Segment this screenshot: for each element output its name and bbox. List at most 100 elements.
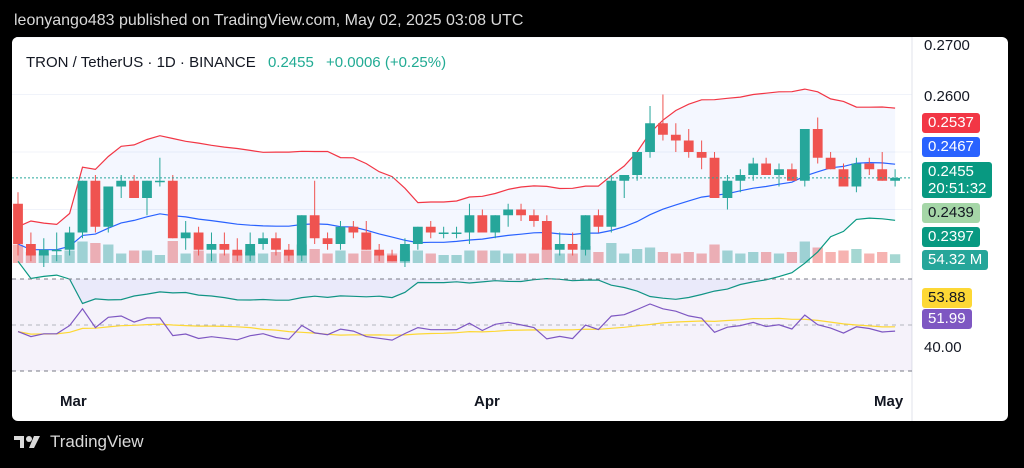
bb-lower-label: 0.2397: [922, 227, 980, 247]
volume-bar: [477, 250, 488, 263]
candle-body: [825, 157, 836, 170]
volume-bar: [270, 252, 282, 263]
symbol-name: TRON / TetherUS · 1D · BINANCE: [26, 54, 256, 71]
volume-bar: [696, 253, 707, 263]
volume-bar: [348, 253, 359, 263]
candle-body: [451, 232, 462, 234]
candle-body: [658, 123, 668, 135]
volume-bar: [438, 255, 449, 263]
candle-body: [541, 221, 552, 250]
candle-body: [283, 249, 294, 256]
volume-bar: [619, 253, 630, 263]
volume-bar: [670, 253, 681, 263]
volume-bar: [644, 247, 656, 263]
bollinger-lower-line: [17, 217, 896, 305]
volume-bar: [193, 250, 204, 263]
volume-bar: [812, 247, 823, 263]
candle-body: [645, 123, 655, 152]
candle-body: [748, 163, 759, 175]
candle-body: [412, 226, 423, 244]
symbol-legend: TRON / TetherUS · 1D · BINANCE 0.2455 +0…: [26, 54, 446, 71]
candle-body: [25, 244, 36, 256]
candle-body: [774, 169, 784, 175]
volume-bar: [657, 252, 669, 263]
volume-bar: [593, 252, 604, 263]
candle-body: [877, 169, 888, 181]
candle-body: [580, 215, 591, 250]
volume-bar: [309, 249, 320, 263]
candle-body: [709, 157, 720, 198]
candle-body: [374, 249, 385, 256]
candle-body: [13, 203, 23, 244]
volume-bar: [103, 244, 114, 263]
volume-bar: [631, 249, 643, 263]
ma-label: 0.2467: [922, 137, 980, 157]
candle-body: [309, 215, 320, 239]
publisher-header: leonyango483 published on TradingView.co…: [14, 12, 524, 29]
rsi-axis-tick: 40.00: [924, 339, 962, 356]
volume-bar: [257, 253, 269, 263]
time-axis-tick: Apr: [474, 393, 500, 410]
candle-body: [567, 244, 578, 250]
volume-bar: [515, 253, 527, 263]
volume-bar: [90, 243, 101, 263]
volume-bar: [554, 253, 565, 263]
rsi-label: 53.88: [922, 288, 972, 308]
volume-bar: [864, 253, 875, 263]
candle-body: [477, 215, 488, 233]
candle-body: [516, 209, 526, 216]
candle-body: [799, 129, 810, 181]
chart-card[interactable]: TRON / TetherUS · 1D · BINANCE 0.2455 +0…: [12, 37, 1008, 421]
volume-bar: [361, 250, 372, 263]
candle-body: [606, 180, 617, 227]
candle-body: [387, 255, 397, 262]
volume-bar: [773, 253, 785, 263]
candle-body: [696, 152, 707, 158]
candle-body: [670, 134, 681, 141]
candle-body: [890, 177, 901, 181]
candle-body: [722, 180, 733, 198]
volume-bar: [490, 250, 501, 263]
volume-bar: [128, 250, 140, 263]
candle-body: [438, 232, 449, 234]
candle-body: [322, 238, 333, 244]
candle-body: [193, 232, 204, 250]
candle-body: [154, 180, 165, 183]
candle-body: [593, 215, 604, 227]
candle-body: [77, 180, 88, 233]
volume-bar: [838, 250, 849, 263]
volume-bar: [877, 252, 888, 263]
last-price-label: 0.2455 20:51:32: [922, 162, 993, 198]
price-change: +0.0006 (+0.25%): [326, 54, 447, 71]
candle-body: [838, 169, 849, 187]
price-axis-tick: 0.2700: [924, 37, 970, 54]
chart-canvas[interactable]: [12, 37, 1008, 421]
volume-bar: [683, 252, 694, 263]
bollinger-upper-line: [17, 88, 896, 228]
price-axis-tick: 0.2600: [924, 88, 970, 105]
brand-footer[interactable]: TradingView: [14, 432, 144, 452]
candle-body: [529, 215, 539, 221]
volume-bar: [735, 253, 746, 263]
bb-upper-label: 0.2537: [922, 113, 980, 133]
volume-bar: [219, 253, 230, 263]
candle-body: [464, 215, 475, 233]
volume-bar: [412, 250, 424, 263]
candle-body: [206, 244, 217, 250]
volume-bar: [722, 250, 733, 263]
volume-bar: [322, 253, 333, 263]
candle-body: [245, 244, 256, 256]
volume-bar: [141, 250, 153, 263]
volume-bar: [116, 253, 127, 263]
candle-body: [787, 169, 797, 181]
candle-body: [180, 232, 191, 239]
volume-bar: [464, 250, 475, 263]
volume-bar: [851, 249, 862, 263]
volume-bar: [335, 250, 346, 263]
bollinger-basis-line: [17, 161, 896, 251]
volume-bar: [760, 252, 772, 263]
volume-bar: [425, 253, 436, 263]
rsi-ma-label: 51.99: [922, 309, 972, 329]
volume-bar: [502, 253, 514, 263]
volume-bar: [180, 253, 191, 263]
